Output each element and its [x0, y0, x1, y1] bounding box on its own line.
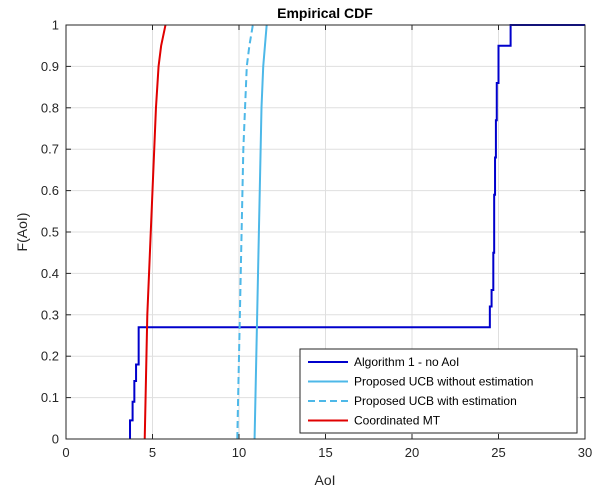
- x-tick-label: 25: [491, 445, 505, 460]
- y-axis-label: F(AoI): [14, 213, 30, 252]
- legend-label: Proposed UCB without estimation: [354, 375, 533, 389]
- y-tick-label: 0.3: [41, 307, 59, 322]
- x-tick-label: 5: [149, 445, 156, 460]
- series-line-4: [143, 24, 167, 440]
- x-axis-label: AoI: [314, 472, 335, 488]
- chart-title: Empirical CDF: [277, 5, 373, 21]
- series-line-3: [236, 24, 254, 440]
- y-tick-label: 0: [52, 432, 59, 447]
- y-tick-label: 0.8: [41, 100, 59, 115]
- legend: Algorithm 1 - no AoI Proposed UCB without…: [299, 348, 578, 434]
- y-tick-label: 0.1: [41, 390, 59, 405]
- series-line-2: [253, 24, 268, 440]
- y-tick-label: 0.4: [41, 266, 59, 281]
- legend-label: Coordinated MT: [354, 414, 441, 428]
- series-layer: [129, 24, 585, 440]
- y-tick-label: 0.7: [41, 142, 59, 157]
- legend-label: Proposed UCB with estimation: [354, 394, 517, 408]
- x-tick-label: 30: [578, 445, 592, 460]
- y-tick-label: 1: [52, 18, 59, 33]
- y-tick-label: 0.5: [41, 225, 59, 240]
- ticks: 0 5 10 15 20 25 30 0 0.1 0.2 0.3 0.4 0.5 0.6 0.7 0.8 0.9…: [41, 18, 592, 461]
- series-line-1: [129, 24, 585, 439]
- x-tick-label: 0: [62, 445, 69, 460]
- x-tick-label: 20: [405, 445, 419, 460]
- y-tick-label: 0.6: [41, 183, 59, 198]
- legend-label: Algorithm 1 - no AoI: [354, 355, 459, 369]
- x-tick-label: 15: [318, 445, 332, 460]
- y-tick-label: 0.2: [41, 349, 59, 364]
- x-tick-label: 10: [232, 445, 246, 460]
- y-tick-label: 0.9: [41, 59, 59, 74]
